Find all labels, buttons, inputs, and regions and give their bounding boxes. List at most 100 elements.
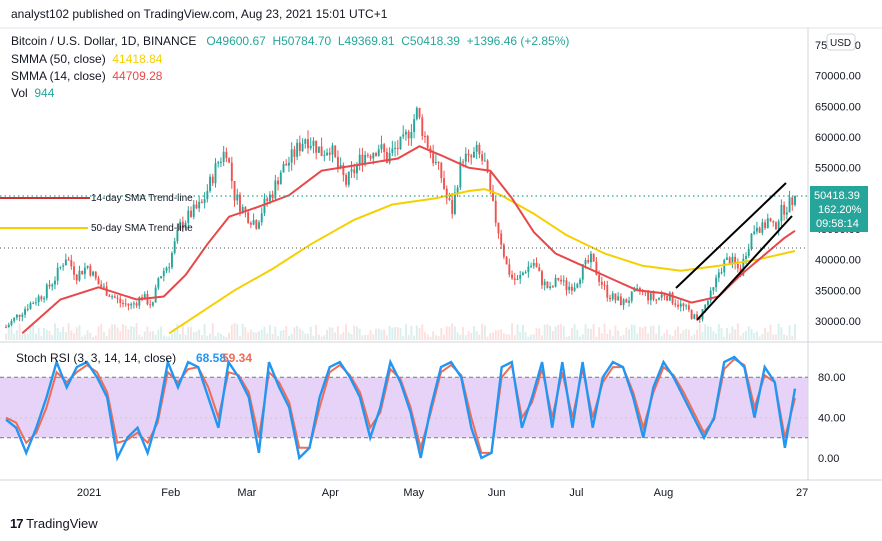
- volume-bar: [97, 326, 100, 340]
- volume-legend[interactable]: Vol 944: [11, 86, 54, 100]
- volume-bar: [184, 334, 187, 340]
- candle-body: [21, 314, 24, 317]
- price-tag-price: 50418.39: [814, 190, 860, 202]
- volume-bar: [105, 336, 108, 340]
- volume-bar: [309, 326, 312, 340]
- price-tag-timer: 09:58:14: [816, 218, 859, 230]
- sma14-legend-value: 44709.28: [112, 69, 163, 83]
- candle-body: [37, 296, 40, 303]
- volume-bar: [394, 326, 397, 340]
- volume-bar: [617, 330, 620, 340]
- candle-body: [94, 271, 97, 279]
- candle-body: [693, 314, 696, 319]
- volume-bar: [541, 335, 543, 340]
- currency-button[interactable]: [826, 33, 856, 51]
- volume-bar: [712, 331, 715, 340]
- volume-bar: [326, 330, 328, 340]
- volume-bar: [358, 328, 361, 340]
- candle-body: [160, 276, 163, 279]
- volume-bar: [388, 325, 391, 340]
- candle-body: [113, 296, 116, 298]
- candle-body: [674, 303, 677, 305]
- candle-body: [135, 303, 138, 306]
- volume-bar: [404, 324, 407, 340]
- volume-bar: [162, 335, 165, 340]
- candle-body: [5, 327, 7, 329]
- volume-bar: [434, 334, 437, 340]
- candle-body: [56, 267, 59, 281]
- candle-body: [328, 152, 331, 155]
- candle-body: [290, 149, 293, 163]
- volume-bar: [516, 324, 519, 340]
- volume-bar: [424, 332, 426, 340]
- candle-body: [111, 296, 114, 298]
- volume-bar: [581, 334, 584, 340]
- ohlc-open: O49600.67: [206, 34, 266, 48]
- candle-body: [579, 279, 582, 284]
- volume-bar: [622, 334, 625, 340]
- volume-bar: [364, 334, 367, 340]
- candle-body: [233, 181, 236, 201]
- candle-body: [296, 142, 299, 157]
- candle-body: [764, 222, 767, 228]
- volume-bar: [132, 326, 135, 340]
- candle-body: [633, 289, 636, 292]
- candle-body: [184, 222, 187, 229]
- candle-body: [198, 201, 201, 209]
- volume-legend-label: Vol: [11, 86, 28, 100]
- price-axis-tick-label: 30000.00: [815, 316, 861, 328]
- time-axis-tick-label: Jun: [488, 487, 506, 499]
- volume-bar: [222, 335, 225, 340]
- candle-body: [342, 165, 345, 176]
- volume-bar: [312, 335, 315, 340]
- candle-body: [73, 266, 75, 275]
- candle-body: [277, 180, 280, 185]
- volume-bar: [143, 331, 146, 340]
- volume-bar: [709, 326, 712, 340]
- volume-bar: [421, 324, 424, 340]
- candle-body: [404, 131, 407, 135]
- stoch-d-line: [5, 357, 796, 454]
- volume-bar: [655, 333, 658, 340]
- time-axis-tick-label: 2021: [77, 487, 101, 499]
- candle-body: [434, 161, 437, 164]
- volume-bar: [562, 326, 565, 340]
- volume-bar: [715, 333, 718, 340]
- candle-body: [791, 197, 794, 205]
- volume-bar: [100, 323, 103, 340]
- candle-body: [361, 154, 364, 164]
- candle-body: [219, 161, 222, 163]
- candle-body: [543, 281, 546, 286]
- candle-body: [521, 272, 524, 275]
- candle-body: [339, 165, 342, 168]
- candle-body: [380, 144, 383, 150]
- candle-body: [263, 198, 266, 214]
- volume-bar: [89, 332, 92, 340]
- tradingview-logo[interactable]: 17 TradingView: [10, 516, 98, 531]
- candle-body: [97, 278, 100, 285]
- candle-body: [753, 231, 756, 234]
- volume-bar: [587, 328, 590, 340]
- candle-body: [51, 284, 54, 287]
- volume-bar: [75, 327, 78, 340]
- candle-body: [600, 281, 603, 285]
- volume-bar: [263, 326, 266, 340]
- volume-bar: [489, 332, 492, 340]
- sma50-legend[interactable]: SMMA (50, close) 41418.84: [11, 52, 162, 66]
- volume-bar: [279, 330, 282, 340]
- candle-body: [320, 146, 323, 156]
- candle-body: [459, 161, 462, 188]
- volume-bar: [83, 334, 86, 340]
- symbol-legend: Bitcoin / U.S. Dollar, 1D, BINANCE O4960…: [11, 34, 569, 48]
- symbol-title[interactable]: Bitcoin / U.S. Dollar, 1D, BINANCE: [11, 34, 197, 48]
- candle-body: [655, 299, 658, 301]
- candle-body: [625, 299, 628, 303]
- volume-bar: [171, 333, 173, 340]
- price-axis-tick-label: 65000.00: [815, 101, 861, 113]
- candle-body: [494, 200, 497, 223]
- volume-bar: [342, 332, 345, 340]
- candle-body: [214, 163, 217, 184]
- sma14-legend[interactable]: SMMA (14, close) 44709.28: [11, 69, 162, 83]
- candle-body: [187, 210, 190, 223]
- volume-bar: [293, 327, 296, 340]
